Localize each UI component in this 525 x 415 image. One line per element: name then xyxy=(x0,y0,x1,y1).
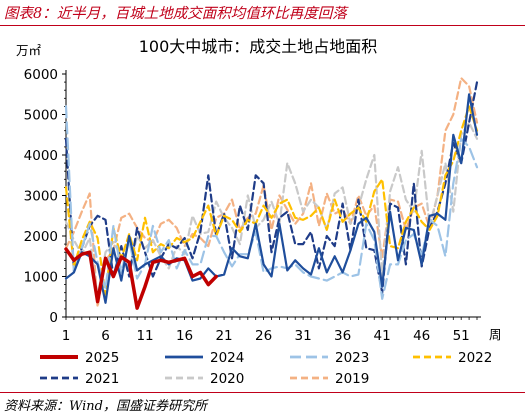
x-tick-label: 46 xyxy=(413,328,430,344)
source-note: 资料来源：Wind，国盛证券研究所 xyxy=(4,399,207,414)
legend-label-2025: 2025 xyxy=(85,350,119,366)
y-tick-label: 3000 xyxy=(24,189,58,205)
caption-rule xyxy=(0,25,525,26)
legend-label-2019: 2019 xyxy=(335,371,369,387)
x-tick-label: 26 xyxy=(255,328,272,344)
y-tick-label: 1000 xyxy=(24,270,58,286)
x-tick-label: 41 xyxy=(374,328,391,344)
series-line-2025 xyxy=(64,247,218,310)
legend-label-2024: 2024 xyxy=(210,350,244,366)
x-tick-label: 51 xyxy=(453,328,470,344)
y-tick-label: 2000 xyxy=(24,229,58,245)
legend-label-2023: 2023 xyxy=(335,350,369,366)
legend-label-2020: 2020 xyxy=(210,371,244,387)
source-rule xyxy=(0,392,525,393)
x-tick-label: 31 xyxy=(295,328,312,344)
x-tick-label: 36 xyxy=(334,328,351,344)
series-line-2024 xyxy=(64,93,479,304)
series-line-2019 xyxy=(64,76,479,308)
y-axis-unit: 万㎡ xyxy=(16,43,42,58)
y-tick-label: 5000 xyxy=(24,108,58,124)
legend-label-2022: 2022 xyxy=(458,350,492,366)
x-tick-label: 11 xyxy=(136,328,153,344)
legend: 2025 2024 2023 2022 2021 2020 2019 xyxy=(40,350,492,387)
series-line-2022 xyxy=(64,105,479,296)
x-tick-label: 6 xyxy=(101,328,110,344)
y-tick-label: 0 xyxy=(49,310,58,326)
y-tick-label: 4000 xyxy=(24,148,58,164)
legend-label-2021: 2021 xyxy=(85,371,119,387)
x-tick-label: 21 xyxy=(215,328,232,344)
y-tick-label: 6000 xyxy=(24,67,58,83)
line-chart: 100大中城市：成交土地占地面积 万㎡ 周 0 1000 2000 3000 4000 5… xyxy=(16,37,502,387)
series-line-2020 xyxy=(64,121,479,298)
series-line-2023 xyxy=(64,105,479,300)
chart-title: 100大中城市：成交土地占地面积 xyxy=(139,37,378,56)
series-layer xyxy=(64,76,479,310)
x-tick-label: 1 xyxy=(62,328,71,344)
figure-caption: 图表8：近半月，百城土地成交面积均值环比再度回落 xyxy=(4,6,347,22)
x-tick-label: 16 xyxy=(176,328,193,344)
x-axis-unit: 周 xyxy=(489,327,502,342)
